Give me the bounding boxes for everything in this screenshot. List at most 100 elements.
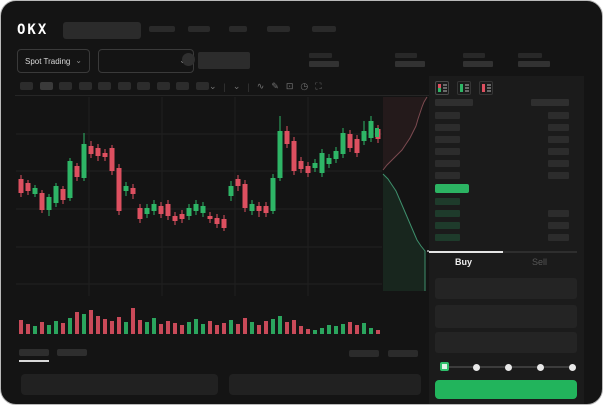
volume-bar bbox=[145, 322, 149, 334]
candle-body bbox=[354, 139, 360, 153]
bid-price-bar[interactable] bbox=[435, 210, 460, 217]
stat-value-placeholder bbox=[309, 61, 339, 67]
candle-body bbox=[116, 168, 122, 211]
interval-button[interactable] bbox=[39, 82, 53, 90]
interval-button[interactable] bbox=[195, 82, 209, 90]
volume-bar bbox=[278, 316, 282, 334]
buy-submit-button[interactable] bbox=[435, 380, 577, 399]
pair-selector-dropdown[interactable]: ⌄ bbox=[98, 49, 194, 73]
ask-amount-bar bbox=[548, 172, 569, 179]
ask-price-bar[interactable] bbox=[435, 136, 460, 143]
ask-price-bar[interactable] bbox=[435, 172, 460, 179]
candle-body bbox=[375, 129, 381, 139]
search-input[interactable] bbox=[63, 22, 141, 39]
volume-bar bbox=[40, 322, 44, 334]
candle-body bbox=[249, 204, 255, 211]
tab-sell[interactable]: Sell bbox=[532, 257, 548, 267]
volume-bar bbox=[26, 324, 30, 334]
ask-amount-bar bbox=[548, 124, 569, 131]
volume-bar bbox=[376, 330, 380, 334]
volume-bar bbox=[362, 323, 366, 334]
footer-tab-placeholder[interactable] bbox=[19, 349, 49, 356]
footer-tab-placeholder[interactable] bbox=[57, 349, 87, 356]
volume-bar bbox=[103, 319, 107, 334]
volume-bar bbox=[327, 325, 331, 334]
volume-bar bbox=[138, 320, 142, 334]
slider-stop[interactable] bbox=[569, 363, 576, 371]
slider-stop[interactable] bbox=[505, 363, 512, 371]
draw-tool-icon[interactable]: ✎ bbox=[271, 81, 279, 91]
interval-button[interactable] bbox=[156, 82, 170, 90]
candle-body bbox=[95, 148, 101, 156]
ask-amount-bar bbox=[548, 160, 569, 167]
interval-button[interactable] bbox=[98, 82, 111, 90]
chart-type-dropdown-icon[interactable]: ⌄ bbox=[209, 81, 217, 91]
volume-bar bbox=[152, 318, 156, 334]
ask-price-bar[interactable] bbox=[435, 124, 460, 131]
toolbar-divider: | bbox=[247, 81, 250, 92]
candle-body bbox=[144, 208, 150, 214]
volume-bar bbox=[222, 323, 226, 334]
interval-button[interactable] bbox=[117, 82, 131, 90]
volume-bar bbox=[201, 324, 205, 334]
candle-body bbox=[74, 166, 80, 177]
market-type-dropdown[interactable]: Spot Trading ⌄ bbox=[17, 49, 90, 73]
slider-stop[interactable] bbox=[473, 363, 480, 371]
ask-price-bar[interactable] bbox=[435, 112, 460, 119]
stat-value-placeholder bbox=[463, 61, 493, 67]
volume-bar bbox=[341, 324, 345, 334]
history-tool-icon[interactable]: ◷ bbox=[300, 81, 309, 91]
line-tool-icon[interactable]: ∿ bbox=[256, 81, 265, 91]
interval-button[interactable] bbox=[59, 82, 72, 90]
nav-item-placeholder[interactable] bbox=[312, 26, 336, 32]
footer-active-underline bbox=[19, 360, 49, 362]
order-form-input[interactable] bbox=[435, 278, 577, 299]
stat-value-placeholder bbox=[518, 61, 550, 67]
interval-button[interactable] bbox=[78, 82, 92, 90]
book-asks-icon[interactable] bbox=[479, 81, 493, 95]
footer-action-placeholder[interactable] bbox=[349, 350, 379, 357]
order-form-input[interactable] bbox=[435, 305, 577, 328]
toolbar-divider: | bbox=[223, 81, 226, 92]
bid-amount-bar bbox=[548, 222, 569, 229]
candle-body bbox=[25, 183, 31, 191]
okx-logo[interactable]: OKX bbox=[17, 22, 49, 38]
indicators-dropdown-icon[interactable]: ⌄ bbox=[232, 81, 241, 91]
nav-item-placeholder[interactable] bbox=[149, 26, 175, 32]
candle-body bbox=[60, 189, 66, 200]
candle-body bbox=[312, 163, 318, 168]
candle-body bbox=[207, 216, 213, 219]
volume-bar bbox=[229, 320, 233, 334]
volume-bar bbox=[320, 328, 324, 334]
snapshot-tool-icon[interactable]: ⊡ bbox=[285, 81, 294, 91]
slider-stop[interactable] bbox=[537, 363, 544, 371]
candle-body bbox=[256, 206, 262, 211]
nav-item-placeholder[interactable] bbox=[229, 26, 247, 32]
interval-button[interactable] bbox=[20, 82, 33, 90]
tab-buy[interactable]: Buy bbox=[455, 257, 473, 267]
interval-button[interactable] bbox=[176, 82, 189, 90]
nav-item-placeholder[interactable] bbox=[267, 26, 290, 32]
fullscreen-tool-icon[interactable]: ⛶ bbox=[315, 81, 322, 91]
chevron-down-icon: ⌄ bbox=[75, 56, 82, 65]
order-form-input[interactable] bbox=[435, 332, 577, 353]
bid-price-bar[interactable] bbox=[435, 222, 460, 229]
slider-stop[interactable] bbox=[440, 362, 449, 371]
coin-avatar bbox=[182, 53, 195, 66]
interval-button[interactable] bbox=[137, 82, 150, 90]
volume-bar bbox=[348, 322, 352, 334]
bid-price-bar[interactable] bbox=[435, 234, 460, 241]
candle-body bbox=[193, 204, 199, 211]
nav-item-placeholder[interactable] bbox=[188, 26, 210, 32]
candle-body bbox=[179, 214, 185, 219]
ask-price-bar[interactable] bbox=[435, 160, 460, 167]
candle-body bbox=[130, 188, 136, 194]
bid-price-bar[interactable] bbox=[435, 198, 460, 205]
footer-action-placeholder[interactable] bbox=[388, 350, 418, 357]
candle-body bbox=[319, 153, 325, 173]
book-combined-icon[interactable] bbox=[435, 81, 449, 95]
book-bids-icon[interactable] bbox=[457, 81, 471, 95]
volume-bar bbox=[257, 325, 261, 334]
ask-price-bar[interactable] bbox=[435, 148, 460, 155]
